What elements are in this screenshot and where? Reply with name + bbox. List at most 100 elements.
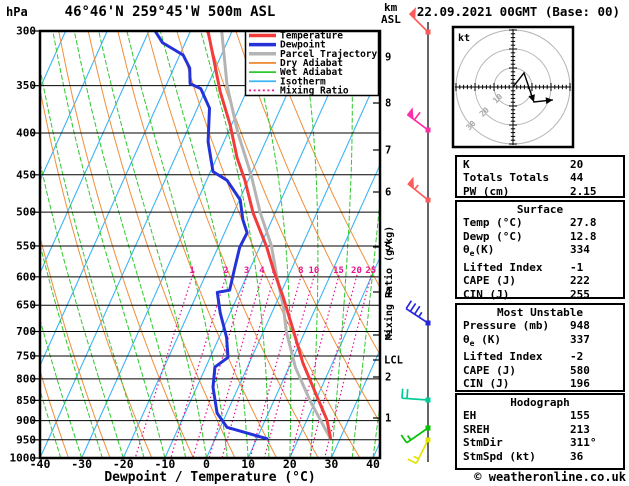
pressure-tick-label: 650	[16, 299, 36, 312]
legend-item-label: Parcel Trajectory	[280, 49, 378, 60]
panel-row: CIN (J) 255	[463, 288, 623, 301]
panel-row-label: CIN (J)	[463, 377, 510, 391]
hodograph-trace	[512, 71, 553, 103]
legend-item-label: Isotherm	[280, 76, 326, 87]
panel-row: StmDir 311°	[463, 436, 623, 449]
panel-row: Dewp (°C) 12.8	[463, 230, 623, 243]
panel-row: Temp (°C) 27.8	[463, 216, 623, 229]
mixing-ratio-label: 25	[365, 266, 376, 276]
pressure-axis-unit: hPa	[6, 5, 28, 19]
mixing-ratio-label: 15	[333, 266, 344, 276]
stats-rows: K 20 Totals Totals 44 PW (cm) 2.15	[463, 158, 623, 198]
height-tick-label: 3	[385, 330, 391, 342]
pressure-tick-label: 300	[16, 25, 36, 38]
panel-row-label: StmDir	[463, 436, 503, 450]
temperature-axis: -40 -30 -20 -10 0 10 20 30 40	[30, 457, 380, 471]
mixing-ratio-labels: 1 2 3 4 5 8 10 15 20 25	[189, 266, 376, 276]
panel-row-label: PW (cm)	[463, 184, 510, 198]
pressure-tick-label: 600	[16, 270, 36, 283]
wind-barb	[400, 425, 431, 444]
panel-row-value: 337	[570, 332, 590, 346]
most-unstable-rows: Pressure (mb) 948 θe (K) 337 Lifted Index -2 C…	[463, 319, 623, 390]
panel-row: K 20	[463, 158, 623, 171]
pressure-tick-label: 750	[16, 349, 36, 362]
panel-row-label: Lifted Index	[463, 260, 543, 274]
height-axis-unit: km	[384, 1, 398, 14]
panel-row-value: 36	[570, 449, 584, 463]
panel-row-label: CAPE (J)	[463, 363, 516, 377]
panel-row-label: CIN (J)	[463, 287, 510, 301]
panel-row-label: Totals Totals	[463, 171, 550, 185]
height-tick-label: 9	[385, 52, 391, 64]
panel-row-value: 155	[570, 409, 590, 423]
legend-item-label: Dry Adiabat	[280, 58, 343, 69]
panel-row-value: 580	[570, 363, 590, 377]
legend-item-label: Temperature	[280, 31, 343, 42]
pressure-tick-label: 850	[16, 394, 36, 407]
panel-row: Totals Totals 44	[463, 171, 623, 184]
panel-row-value: 948	[570, 319, 590, 333]
panel-row: CAPE (J) 222	[463, 274, 623, 287]
panel-row: Lifted Index -1	[463, 261, 623, 274]
wind-barb	[406, 107, 431, 133]
panel-row-label: SREH	[463, 422, 490, 436]
hodograph-stats-box: Hodograph EH 155 SREH 213 StmDir 311° StmSpd (…	[455, 393, 625, 470]
mixing-ratio-label: 1	[189, 266, 194, 276]
temp-tick-label: 40	[366, 457, 380, 471]
height-tick-label: 5	[385, 242, 391, 254]
mixing-ratio-label: 8	[298, 266, 303, 276]
legend-item-label: Mixing Ratio	[280, 85, 349, 96]
height-tick-label: 4	[385, 287, 391, 299]
temperature-curve	[206, 31, 333, 440]
hodograph-rows: EH 155 SREH 213 StmDir 311° StmSpd (kt) 36	[463, 409, 623, 463]
panel-row-value: 12.8	[570, 229, 597, 243]
panel-row-value: 44	[570, 171, 584, 185]
panel-row-label: Dewp (°C)	[463, 229, 523, 243]
pressure-tick-label: 950	[16, 433, 36, 446]
surface-rows: Temp (°C) 27.8 Dewp (°C) 12.8 θe(K) 334 Lifted…	[463, 216, 623, 301]
legend-item-label: Dewpoint	[280, 40, 326, 51]
most-unstable-box-title: Most Unstable	[496, 306, 584, 319]
panel-row: PW (cm) 2.15	[463, 185, 623, 198]
pressure-tick-label: 450	[16, 168, 36, 181]
pressure-tick-label: 800	[16, 372, 36, 385]
wind-barb-column	[400, 7, 431, 465]
panel-row-value: 311°	[570, 436, 597, 450]
temp-tick-label: 0	[203, 457, 210, 471]
panel-row-value: 27.8	[570, 216, 597, 230]
panel-row: StmSpd (kt) 36	[463, 450, 623, 463]
pressure-tick-label: 350	[16, 79, 36, 92]
panel-row-label: Temp (°C)	[463, 216, 523, 230]
height-tick-label: 8	[385, 98, 391, 110]
panel-row-value: 196	[570, 377, 590, 391]
wind-barb	[405, 300, 431, 326]
mixing-ratio-label: 20	[351, 266, 362, 276]
wind-barb	[407, 176, 431, 203]
temp-tick-label: 10	[241, 457, 255, 471]
hodograph-box-title: Hodograph	[510, 396, 570, 409]
temp-tick-label: 20	[283, 457, 297, 471]
panel-row: EH 155	[463, 409, 623, 422]
pressure-axis: 300 350 400 450 500 550 600 650 700 750 800 850 900 9…	[10, 25, 39, 465]
temp-tick-label: -40	[30, 457, 51, 471]
mixing-ratio-label: 4	[259, 266, 265, 276]
pressure-tick-label: 1000	[10, 452, 37, 465]
height-tick-label: 2	[385, 372, 391, 384]
run-datetime: 22.09.2021 00GMT (Base: 00)	[416, 4, 621, 19]
panel-row: SREH 213	[463, 423, 623, 436]
temp-tick-label: 30	[324, 457, 338, 471]
wind-barb	[408, 7, 431, 35]
pressure-tick-label: 550	[16, 239, 36, 252]
height-tick-label: 1	[385, 413, 391, 425]
lcl-label: LCL	[384, 355, 403, 367]
wind-barb	[401, 388, 431, 403]
panel-row-value: 2.15	[570, 184, 597, 198]
panel-row-value: 222	[570, 274, 590, 288]
panel-row-label: θe (K)	[463, 332, 501, 348]
height-axis-datum: ASL	[381, 13, 401, 26]
mixing-ratio-label: 3	[244, 266, 249, 276]
panel-row-label: Lifted Index	[463, 350, 543, 364]
panel-row-value: -1	[570, 260, 584, 274]
x-axis-label: Dewpoint / Temperature (°C)	[104, 470, 316, 485]
